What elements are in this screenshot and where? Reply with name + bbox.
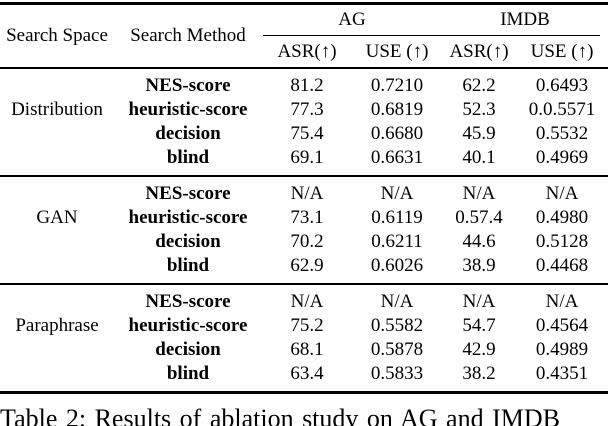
value-cell: 52.3 [462, 99, 496, 120]
method-cell: NES-score [145, 183, 231, 204]
subheader-use-imdb: USE (↑) [530, 40, 594, 62]
value-cell: 40.1 [462, 147, 496, 168]
value-cell: 63.4 [290, 363, 324, 384]
value-cell: 0.57.4 [455, 207, 503, 228]
section-rule [0, 283, 608, 285]
value-cell: 0.4351 [535, 363, 589, 384]
value-cell: 0.7210 [370, 75, 424, 96]
method-cell: blind [166, 147, 210, 168]
value-cell: 69.1 [290, 147, 324, 168]
method-cell: decision [155, 231, 221, 252]
value-cell: 0.4969 [535, 147, 589, 168]
method-cell: heuristic-score [128, 99, 248, 120]
value-cell: 0.5128 [535, 231, 589, 252]
value-cell: N/A [290, 291, 324, 312]
value-cell: 42.9 [462, 339, 496, 360]
col-group-header-ag: AG [338, 8, 366, 30]
value-cell: 45.9 [462, 123, 496, 144]
value-cell: 0.6026 [370, 255, 424, 276]
value-cell: 68.1 [290, 339, 324, 360]
value-cell: 0.0.5571 [528, 99, 596, 120]
value-cell: N/A [462, 183, 496, 204]
cmid-rule [263, 35, 600, 36]
method-cell: heuristic-score [128, 207, 248, 228]
value-cell: 0.6819 [370, 99, 424, 120]
method-cell: NES-score [145, 291, 231, 312]
value-cell: 44.6 [462, 231, 496, 252]
method-cell: blind [166, 255, 210, 276]
bottom-rule [0, 391, 608, 394]
value-cell: 0.5833 [370, 363, 424, 384]
method-cell: decision [155, 339, 221, 360]
value-cell: 62.2 [462, 75, 496, 96]
value-cell: N/A [380, 291, 414, 312]
subheader-asr-ag: ASR(↑) [277, 40, 337, 62]
search-space-label: Distribution [11, 99, 103, 120]
method-cell: decision [155, 123, 221, 144]
subheader-asr-imdb: ASR(↑) [449, 40, 509, 62]
method-cell: heuristic-score [128, 315, 248, 336]
value-cell: 75.4 [290, 123, 324, 144]
col-group-header-imdb: IMDB [500, 8, 550, 30]
value-cell: N/A [545, 291, 579, 312]
search-space-label: GAN [36, 207, 78, 228]
value-cell: 0.5582 [370, 315, 424, 336]
top-rule [0, 2, 608, 5]
value-cell: 38.9 [462, 255, 496, 276]
method-cell: blind [166, 363, 210, 384]
value-cell: 0.5878 [370, 339, 424, 360]
value-cell: 0.4989 [535, 339, 589, 360]
value-cell: 0.6680 [370, 123, 424, 144]
table-group-gan: GAN NES-score N/A N/A N/A N/A heuristic-… [0, 177, 608, 283]
section-rule [0, 67, 608, 69]
value-cell: 62.9 [290, 255, 324, 276]
value-cell: 38.2 [462, 363, 496, 384]
value-cell: N/A [545, 183, 579, 204]
search-space-label: Paraphrase [15, 315, 99, 336]
value-cell: 81.2 [290, 75, 324, 96]
value-cell: 0.6211 [371, 231, 423, 252]
value-cell: 0.4980 [535, 207, 589, 228]
value-cell: 54.7 [462, 315, 496, 336]
value-cell: 0.6119 [371, 207, 423, 228]
col-header-search-method: Search Method [130, 25, 246, 46]
col-header-search-space: Search Space [6, 25, 108, 46]
value-cell: 73.1 [290, 207, 324, 228]
subheader-use-ag: USE (↑) [365, 40, 429, 62]
table-group-distribution: Distribution NES-score 81.2 0.7210 62.2 … [0, 69, 608, 175]
method-cell: NES-score [145, 75, 231, 96]
table-caption: Table 2: Results of ablation study on AG… [0, 404, 560, 426]
value-cell: 0.4564 [535, 315, 589, 336]
value-cell: 77.3 [290, 99, 324, 120]
value-cell: 70.2 [290, 231, 324, 252]
table-group-paraphrase: Paraphrase NES-score N/A N/A N/A N/A heu… [0, 285, 608, 391]
value-cell: 0.5532 [535, 123, 589, 144]
section-rule [0, 175, 608, 177]
value-cell: 0.6493 [535, 75, 589, 96]
value-cell: 0.6631 [370, 147, 424, 168]
value-cell: 75.2 [290, 315, 324, 336]
value-cell: N/A [290, 183, 324, 204]
value-cell: N/A [380, 183, 414, 204]
value-cell: N/A [462, 291, 496, 312]
value-cell: 0.4468 [535, 255, 589, 276]
table-header: Search Space Search Method AG IMDB ASR(↑… [0, 5, 608, 67]
